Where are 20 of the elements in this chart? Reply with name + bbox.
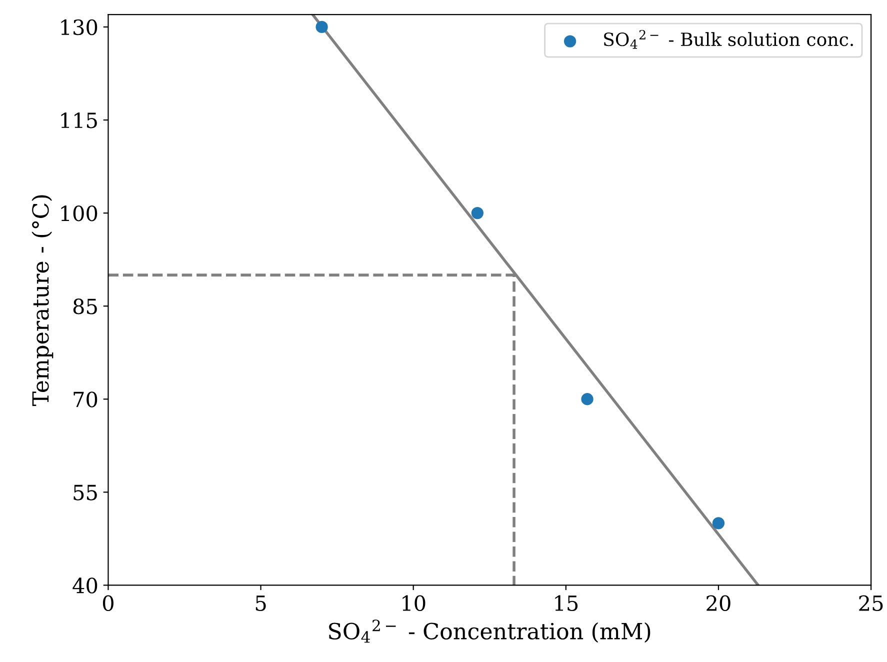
y-axis-title: Temperature - (°C): [32, 195, 54, 406]
x-tick-label: 25: [859, 595, 883, 612]
point: [316, 20, 328, 34]
x-axis-title: SO$_{4}$$^{2−}$ - Concentration (mM): [329, 620, 650, 643]
y-tick-label: 100: [61, 206, 98, 222]
x-tick-label: 20: [706, 595, 730, 612]
y-tick-label: 40: [72, 578, 98, 594]
y-tick-label: 85: [73, 298, 97, 314]
y-tick-label: 55: [74, 484, 97, 500]
y-tick-label: 115: [61, 112, 97, 128]
y-tick-label: 70: [74, 392, 98, 408]
y-tick-label: 130: [61, 19, 98, 36]
point: [712, 517, 725, 530]
point: [581, 393, 594, 406]
x-tick-label: 0: [102, 595, 114, 612]
legend-label: SO$_{4}$$^{2−}$ - Bulk solution conc.: [604, 30, 853, 49]
point: [471, 206, 484, 220]
x-tick-label: 15: [555, 595, 578, 612]
x-tick-label: 10: [402, 595, 426, 612]
x-tick-label: 5: [256, 596, 266, 612]
